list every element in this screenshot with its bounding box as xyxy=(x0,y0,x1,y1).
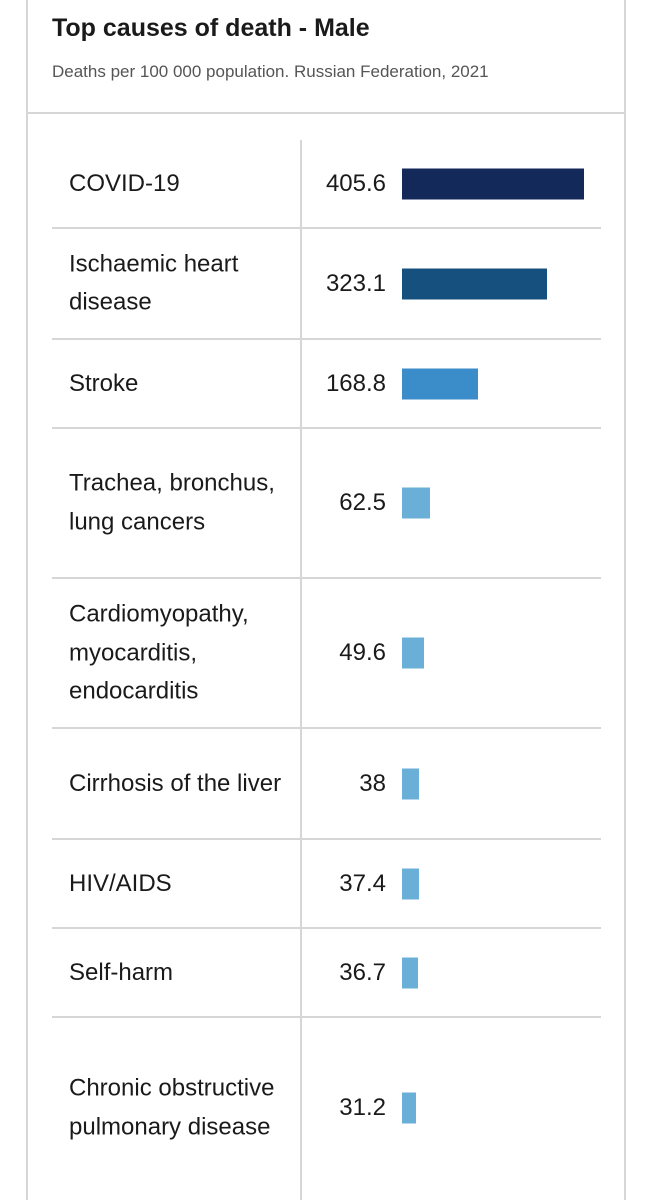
value-label: 49.6 xyxy=(339,639,386,666)
value-label: 168.8 xyxy=(325,369,386,397)
table-row: HIV/AIDS 37.4 xyxy=(52,840,601,929)
cause-label: Chronic obstructive pulmonary disease xyxy=(69,1074,275,1141)
causes-table: COVID-19 405.6 Ischaemic heart disease 323.… xyxy=(52,140,601,1200)
cause-label: Stroke xyxy=(69,369,139,397)
cause-label: Self-harm xyxy=(69,958,174,986)
bar xyxy=(402,368,478,399)
value-label: 36.7 xyxy=(339,958,386,986)
table-row: Cardiomyopathy, myocarditis, endocarditi… xyxy=(52,579,601,729)
table-row: Ischaemic heart disease 323.1 xyxy=(52,229,601,340)
table-row: COVID-19 405.6 xyxy=(52,140,601,229)
bar xyxy=(402,768,420,799)
chart-subtitle: Deaths per 100 000 population. Russian F… xyxy=(52,62,489,81)
chart-title: Top causes of death - Male xyxy=(52,14,370,42)
cause-label: HIV/AIDS xyxy=(69,869,172,897)
value-label: 62.5 xyxy=(339,489,386,516)
cause-label: Cardiomyopathy, myocarditis, endocarditi… xyxy=(69,600,249,705)
bar xyxy=(402,1092,416,1124)
table-row: Self-harm 36.7 xyxy=(52,929,601,1018)
chart-frame xyxy=(26,0,626,1200)
value-label: 37.4 xyxy=(339,869,386,897)
value-label: 31.2 xyxy=(339,1094,386,1121)
cause-label: Trachea, bronchus, lung cancers xyxy=(69,469,275,536)
bar xyxy=(402,487,431,519)
cause-label: Cirrhosis of the liver xyxy=(69,769,282,797)
bar xyxy=(402,637,425,669)
value-label: 405.6 xyxy=(325,169,386,197)
table-row: Stroke 168.8 xyxy=(52,340,601,429)
value-label: 323.1 xyxy=(325,269,386,297)
bar xyxy=(402,868,419,899)
bar xyxy=(402,957,419,988)
table-row: Chronic obstructive pulmonary disease 31.… xyxy=(52,1018,601,1198)
cause-label: Ischaemic heart disease xyxy=(69,250,239,316)
cause-label: COVID-19 xyxy=(69,169,180,197)
table-row: Trachea, bronchus, lung cancers 62.5 xyxy=(52,429,601,579)
bar xyxy=(402,268,547,299)
table-row: Cirrhosis of the liver 38 xyxy=(52,729,601,840)
column-divider xyxy=(300,140,302,1200)
bar xyxy=(402,168,584,199)
value-label: 38 xyxy=(359,769,386,797)
chart-header: Top causes of death - Male Deaths per 10… xyxy=(26,0,626,114)
